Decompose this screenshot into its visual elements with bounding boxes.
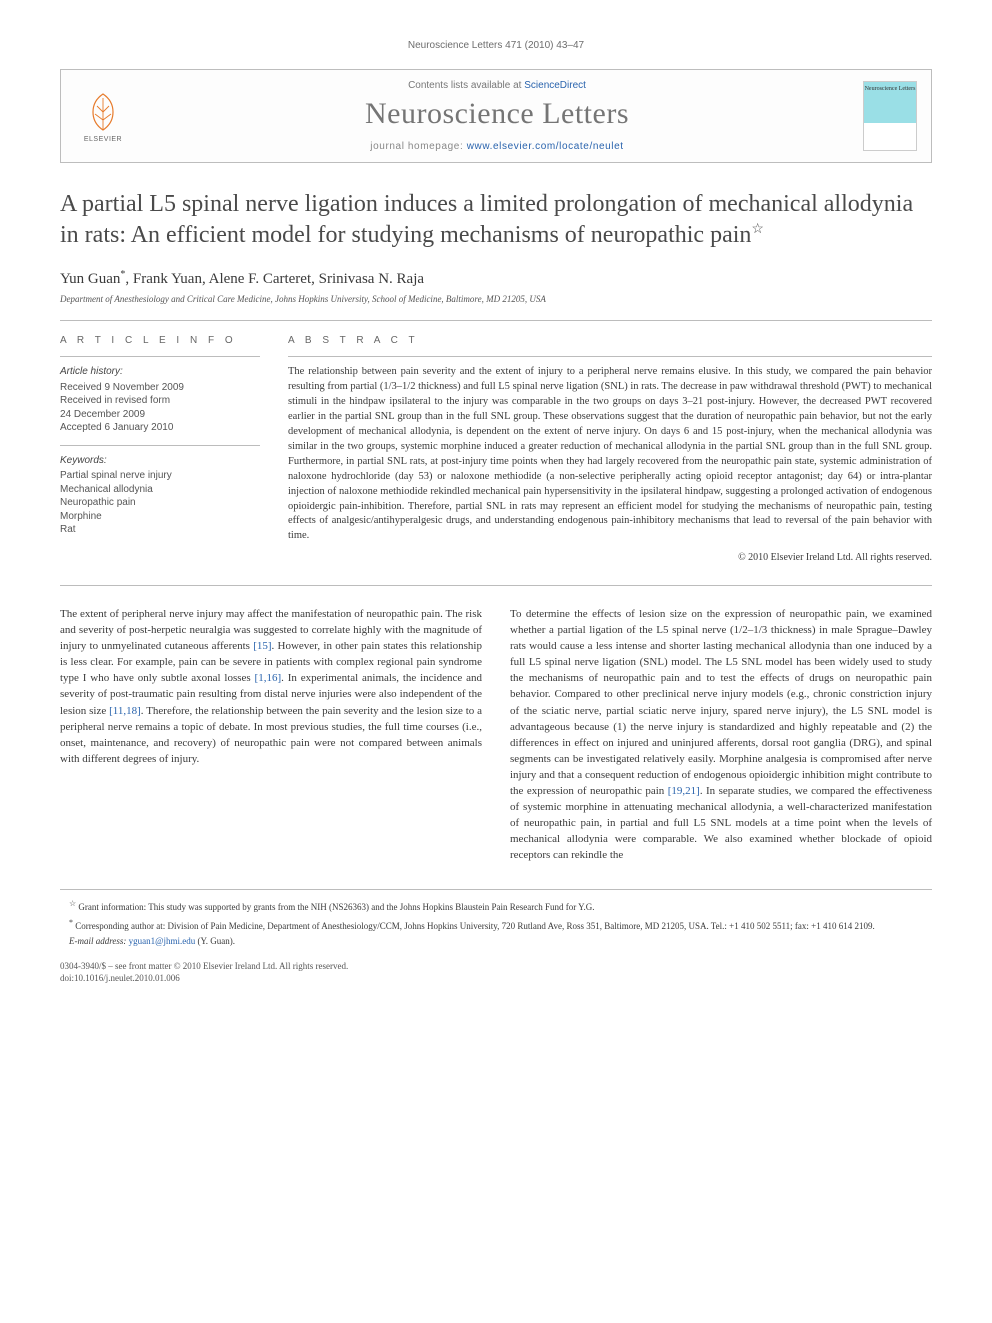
email-suffix: (Y. Guan). — [195, 936, 235, 946]
journal-cover-thumbnail: Neuroscience Letters — [863, 81, 917, 151]
body-paragraph: To determine the effects of lesion size … — [510, 606, 932, 863]
info-divider — [60, 445, 260, 446]
abstract-heading: A B S T R A C T — [288, 335, 932, 346]
corr-text: Corresponding author at: Division of Pai… — [75, 921, 874, 931]
divider — [60, 585, 932, 586]
citation-link[interactable]: [1,16] — [255, 672, 282, 684]
doi-block: 0304-3940/$ – see front matter © 2010 El… — [60, 960, 932, 985]
abstract-copyright: © 2010 Elsevier Ireland Ltd. All rights … — [288, 552, 932, 563]
elsevier-logo: ELSEVIER — [75, 85, 131, 147]
footnotes: ☆ Grant information: This study was supp… — [60, 889, 932, 948]
body-column-left: The extent of peripheral nerve injury ma… — [60, 606, 482, 863]
corresponding-author-footnote: * Corresponding author at: Division of P… — [60, 917, 932, 933]
history-label: Article history: — [60, 365, 260, 379]
abstract-column: A B S T R A C T The relationship between… — [288, 335, 932, 563]
availability-prefix: Contents lists available at — [408, 80, 524, 91]
authors: Yun Guan*, Frank Yuan, Alene F. Carteret… — [60, 269, 932, 288]
citation-link[interactable]: [15] — [253, 640, 271, 652]
homepage-prefix: journal homepage: — [370, 141, 466, 152]
keyword: Rat — [60, 523, 260, 537]
running-header: Neuroscience Letters 471 (2010) 43–47 — [60, 40, 932, 51]
homepage-line: journal homepage: www.elsevier.com/locat… — [145, 141, 849, 152]
history-line: Received 9 November 2009 — [60, 381, 260, 395]
divider — [60, 320, 932, 321]
doi-line: doi:10.1016/j.neulet.2010.01.006 — [60, 972, 932, 985]
masthead: ELSEVIER Contents lists available at Sci… — [60, 69, 932, 163]
email-label: E-mail address: — [69, 936, 129, 946]
history-line: Accepted 6 January 2010 — [60, 421, 260, 435]
cover-label: Neuroscience Letters — [865, 86, 916, 92]
keyword: Partial spinal nerve injury — [60, 469, 260, 483]
keywords-label: Keywords: — [60, 454, 260, 468]
availability-line: Contents lists available at ScienceDirec… — [145, 80, 849, 91]
front-matter-line: 0304-3940/$ – see front matter © 2010 El… — [60, 960, 932, 973]
sciencedirect-link[interactable]: ScienceDirect — [524, 80, 586, 91]
article-title: A partial L5 spinal nerve ligation induc… — [60, 189, 932, 251]
history-line: 24 December 2009 — [60, 408, 260, 422]
article-info-column: A R T I C L E I N F O Article history: R… — [60, 335, 260, 563]
keyword: Mechanical allodynia — [60, 483, 260, 497]
title-text: A partial L5 spinal nerve ligation induc… — [60, 191, 913, 248]
elsevier-tree-icon — [83, 90, 123, 134]
article-info-heading: A R T I C L E I N F O — [60, 335, 260, 346]
publisher-label: ELSEVIER — [84, 136, 122, 143]
grant-marker: ☆ — [69, 899, 76, 908]
history-line: Received in revised form — [60, 394, 260, 408]
citation-link[interactable]: [11,18] — [109, 705, 141, 717]
grant-footnote: ☆ Grant information: This study was supp… — [60, 898, 932, 914]
info-divider — [60, 356, 260, 357]
grant-text: Grant information: This study was suppor… — [78, 902, 594, 912]
journal-name: Neuroscience Letters — [145, 97, 849, 131]
citation-link[interactable]: [19,21] — [668, 785, 700, 797]
title-footnote-marker: ☆ — [751, 222, 764, 237]
abstract-text: The relationship between pain severity a… — [288, 365, 932, 544]
body-column-right: To determine the effects of lesion size … — [510, 606, 932, 863]
keyword: Morphine — [60, 510, 260, 524]
homepage-url[interactable]: www.elsevier.com/locate/neulet — [467, 141, 624, 152]
corr-marker: * — [69, 918, 73, 927]
body-paragraph: The extent of peripheral nerve injury ma… — [60, 606, 482, 766]
abstract-divider — [288, 356, 932, 357]
body-columns: The extent of peripheral nerve injury ma… — [60, 606, 932, 863]
email-footnote: E-mail address: yguan1@jhmi.edu (Y. Guan… — [60, 935, 932, 948]
affiliation: Department of Anesthesiology and Critica… — [60, 294, 932, 304]
keyword: Neuropathic pain — [60, 496, 260, 510]
email-link[interactable]: yguan1@jhmi.edu — [129, 936, 196, 946]
